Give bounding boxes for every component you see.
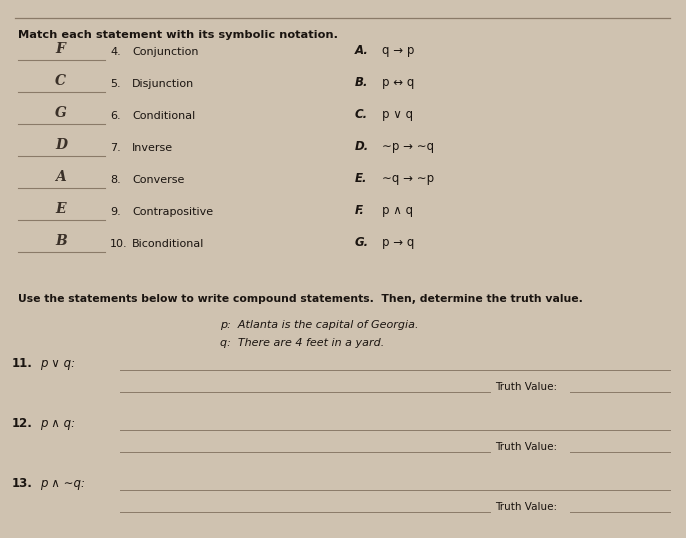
Text: A.: A. <box>355 44 369 57</box>
Text: p ∨ q:: p ∨ q: <box>40 357 75 370</box>
Text: ∼p ∨ q:: ∼p ∨ q: <box>40 537 85 538</box>
Text: 5.: 5. <box>110 79 121 89</box>
Text: 11.: 11. <box>12 357 33 370</box>
Text: 6.: 6. <box>110 111 121 121</box>
Text: B.: B. <box>355 76 368 89</box>
Text: Truth Value:: Truth Value: <box>495 382 557 392</box>
Text: Conjunction: Conjunction <box>132 47 198 57</box>
Text: q → p: q → p <box>382 44 414 57</box>
Text: A: A <box>55 170 66 184</box>
Text: 7.: 7. <box>110 143 121 153</box>
Text: D: D <box>55 138 67 152</box>
Text: p ↔ q: p ↔ q <box>382 76 414 89</box>
Text: Conditional: Conditional <box>132 111 196 121</box>
Text: Contrapositive: Contrapositive <box>132 207 213 217</box>
Text: G: G <box>55 106 67 120</box>
Text: ∼q → ∼p: ∼q → ∼p <box>382 172 434 185</box>
Text: q:  There are 4 feet in a yard.: q: There are 4 feet in a yard. <box>220 338 384 348</box>
Text: Converse: Converse <box>132 175 185 185</box>
Text: p ∧ ∼q:: p ∧ ∼q: <box>40 477 85 490</box>
Text: Match each statement with its symbolic notation.: Match each statement with its symbolic n… <box>18 30 338 40</box>
Text: p ∨ q: p ∨ q <box>382 108 413 121</box>
Text: F: F <box>55 42 65 56</box>
Text: 9.: 9. <box>110 207 121 217</box>
Text: Truth Value:: Truth Value: <box>495 502 557 512</box>
Text: Disjunction: Disjunction <box>132 79 194 89</box>
Text: p ∧ q:: p ∧ q: <box>40 417 75 430</box>
Text: p ∧ q: p ∧ q <box>382 204 413 217</box>
Text: 14.: 14. <box>12 537 33 538</box>
Text: 10.: 10. <box>110 239 128 249</box>
Text: 13.: 13. <box>12 477 33 490</box>
Text: 4.: 4. <box>110 47 121 57</box>
Text: D.: D. <box>355 140 369 153</box>
Text: 8.: 8. <box>110 175 121 185</box>
Text: C: C <box>55 74 66 88</box>
Text: B: B <box>55 234 67 248</box>
Text: Truth Value:: Truth Value: <box>495 442 557 452</box>
Text: F.: F. <box>355 204 365 217</box>
Text: C.: C. <box>355 108 368 121</box>
Text: p:  Atlanta is the capital of Georgia.: p: Atlanta is the capital of Georgia. <box>220 320 418 330</box>
Text: E: E <box>55 202 66 216</box>
Text: Inverse: Inverse <box>132 143 173 153</box>
Text: 12.: 12. <box>12 417 33 430</box>
Text: ∼p → ∼q: ∼p → ∼q <box>382 140 434 153</box>
Text: p → q: p → q <box>382 236 414 249</box>
Text: Use the statements below to write compound statements.  Then, determine the trut: Use the statements below to write compou… <box>18 294 583 304</box>
Text: Biconditional: Biconditional <box>132 239 204 249</box>
Text: G.: G. <box>355 236 369 249</box>
Text: E.: E. <box>355 172 368 185</box>
